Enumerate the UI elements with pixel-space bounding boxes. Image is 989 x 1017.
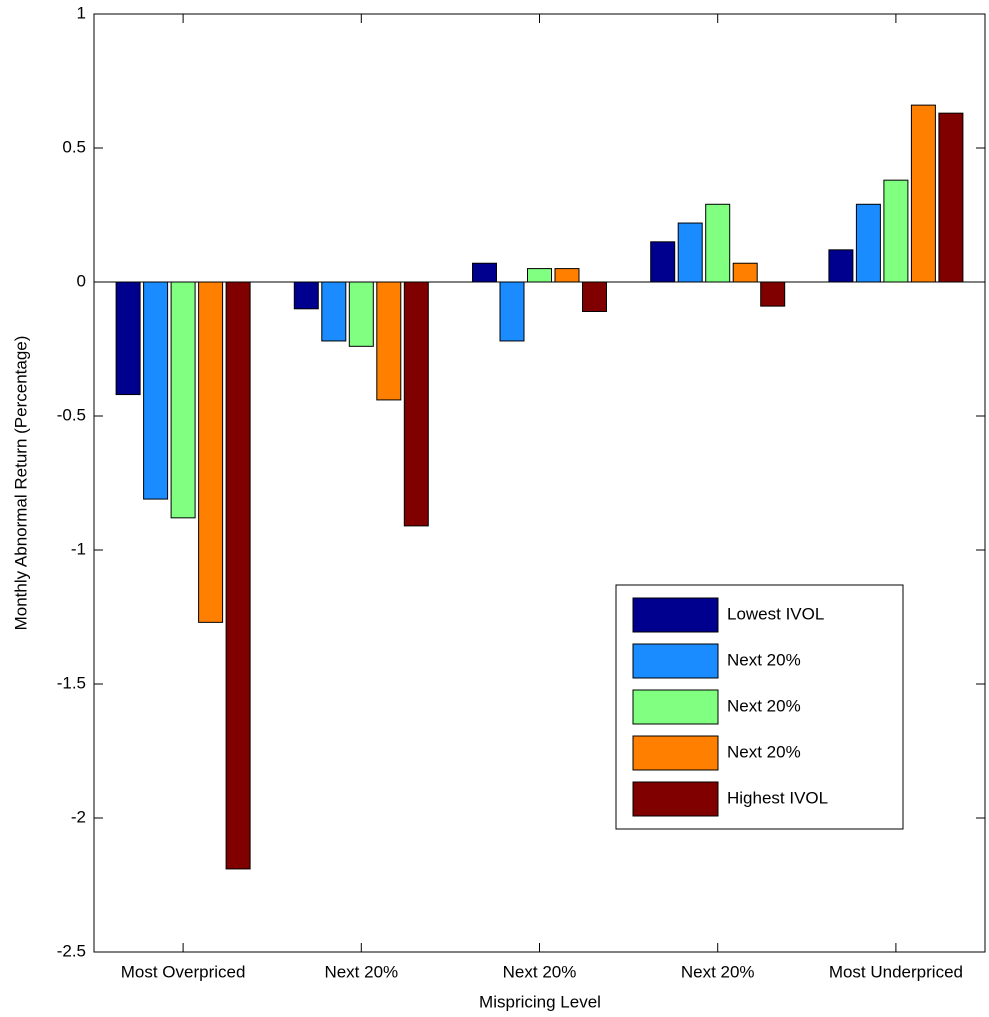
legend-swatch: [632, 643, 719, 679]
bar: [677, 222, 703, 283]
x-tick-label: Next 20%: [681, 962, 755, 981]
bar: [938, 112, 964, 283]
y-axis-label: Monthly Abnormal Return (Percentage): [11, 336, 30, 631]
y-tick-label: -0.5: [57, 405, 86, 424]
y-tick-label: -1: [71, 539, 86, 558]
legend-swatch: [632, 781, 719, 817]
bar: [554, 268, 580, 283]
legend-swatch: [632, 689, 719, 725]
bar: [376, 281, 402, 401]
y-tick-label: 0: [77, 271, 86, 290]
bar: [582, 281, 607, 312]
x-axis-label: Mispricing Level: [479, 992, 601, 1011]
bar: [321, 281, 347, 342]
legend-label: Lowest IVOL: [727, 604, 824, 623]
bar: [472, 262, 497, 283]
legend-label: Next 20%: [727, 696, 801, 715]
y-tick-label: -2.5: [57, 941, 86, 960]
legend-label: Next 20%: [727, 650, 801, 669]
bar: [760, 281, 786, 307]
legend-swatch: [632, 735, 719, 771]
bar: [348, 281, 374, 347]
y-tick-label: -2: [71, 807, 86, 826]
y-tick-label: 1: [77, 3, 86, 22]
x-tick-label: Most Overpriced: [121, 962, 246, 981]
bar: [883, 179, 909, 283]
plot-frame: [93, 13, 986, 953]
bar: [527, 268, 552, 283]
bar: [732, 262, 758, 283]
legend-swatch: [632, 597, 719, 633]
x-tick-label: Most Underpriced: [829, 962, 963, 981]
legend-label: Highest IVOL: [727, 788, 828, 807]
bar: [143, 281, 169, 500]
bar: [499, 281, 525, 342]
bar: [705, 203, 731, 283]
bar: [403, 281, 429, 527]
x-tick-label: Next 20%: [503, 962, 577, 981]
bar: [115, 281, 141, 396]
bar: [170, 281, 196, 519]
bar: [910, 104, 936, 283]
bar: [650, 241, 676, 283]
bar: [225, 281, 251, 870]
legend-label: Next 20%: [727, 742, 801, 761]
bar: [855, 203, 881, 283]
bar: [198, 281, 224, 623]
x-tick-label: Next 20%: [324, 962, 398, 981]
y-tick-label: -1.5: [57, 673, 86, 692]
bar: [293, 281, 319, 310]
y-tick-label: 0.5: [62, 137, 86, 156]
bar: [828, 249, 854, 283]
